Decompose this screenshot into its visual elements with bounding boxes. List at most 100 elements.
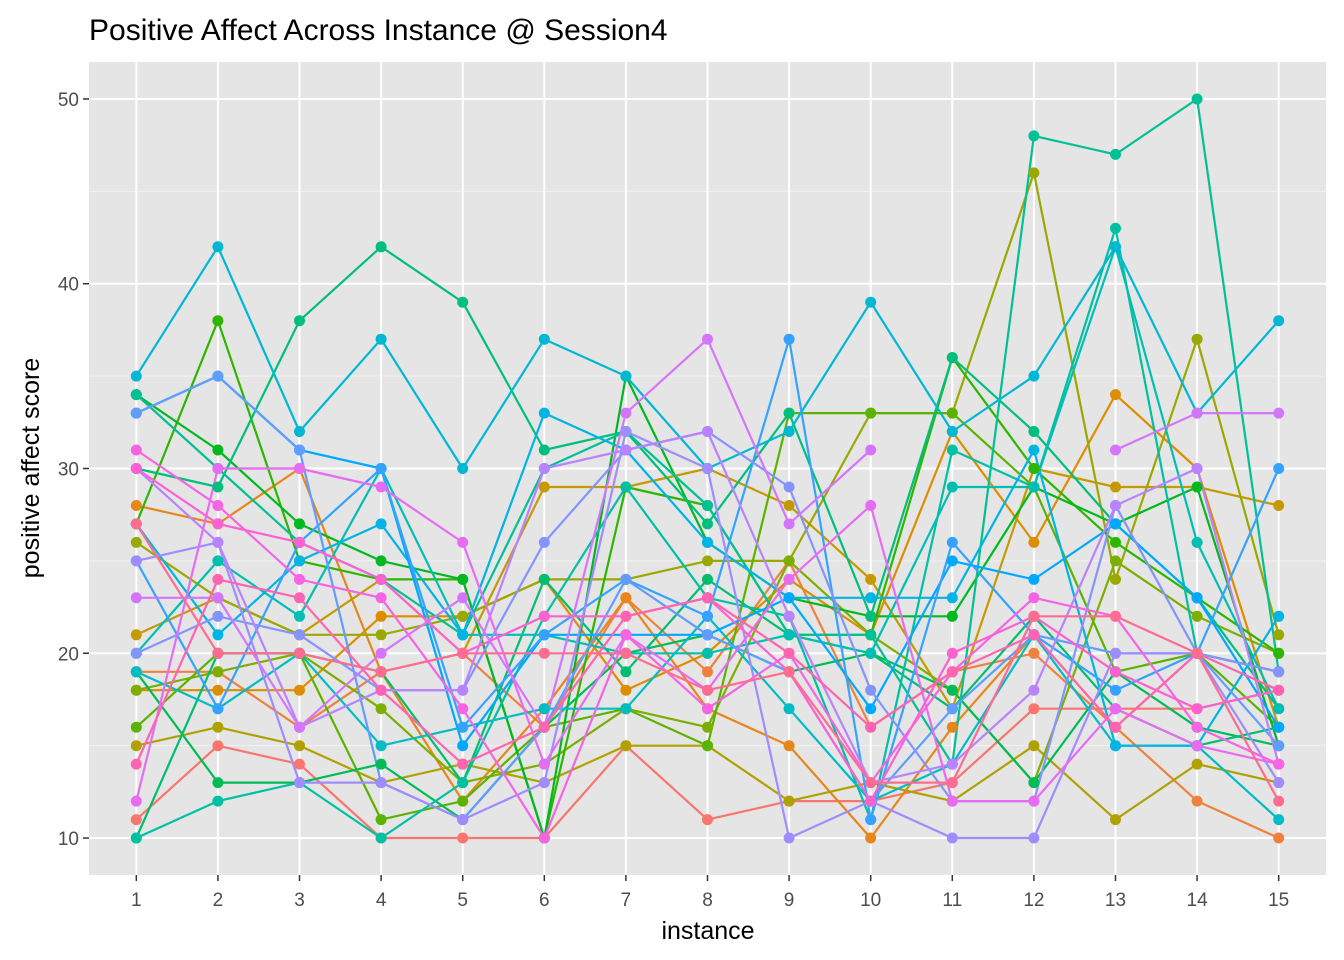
data-point — [702, 536, 713, 548]
data-point — [1273, 758, 1285, 770]
data-point — [620, 573, 632, 585]
data-point — [538, 610, 550, 622]
data-point — [1191, 740, 1203, 752]
data-point — [702, 463, 713, 474]
data-point — [1191, 795, 1203, 807]
data-point — [865, 629, 877, 641]
data-point — [702, 555, 713, 567]
data-point — [212, 463, 224, 474]
data-point — [783, 832, 795, 844]
data-point — [212, 647, 224, 659]
data-point — [702, 629, 713, 641]
data-point — [212, 370, 224, 382]
data-point — [294, 777, 305, 789]
x-tick-label: 1 — [131, 890, 142, 911]
data-point — [702, 426, 713, 437]
data-point — [130, 684, 142, 696]
data-point — [783, 573, 795, 585]
data-point — [1191, 93, 1203, 105]
x-tick-label: 7 — [621, 890, 632, 911]
data-point — [1191, 647, 1203, 659]
data-point — [946, 832, 958, 844]
data-point — [946, 592, 958, 604]
data-point — [457, 573, 469, 585]
data-point — [1273, 721, 1285, 733]
data-point — [130, 666, 142, 678]
x-tick-label: 9 — [784, 890, 795, 911]
data-point — [946, 758, 958, 770]
data-point — [865, 407, 877, 419]
data-point — [702, 610, 713, 622]
data-point — [294, 315, 305, 327]
data-point — [375, 592, 387, 604]
data-point — [783, 647, 795, 659]
data-point — [783, 666, 795, 678]
data-point — [865, 592, 877, 604]
data-point — [783, 407, 795, 419]
data-point — [865, 777, 877, 789]
y-tick-label: 50 — [58, 90, 79, 111]
data-point — [130, 555, 142, 567]
data-point — [212, 573, 224, 585]
x-tick-label: 10 — [860, 890, 881, 911]
data-point — [130, 370, 142, 382]
x-tick-label: 12 — [1023, 890, 1044, 911]
data-point — [375, 518, 387, 530]
data-point — [702, 740, 713, 752]
data-point — [457, 814, 469, 826]
data-point — [620, 370, 632, 382]
data-point — [1273, 666, 1285, 678]
data-point — [1273, 407, 1285, 419]
data-point — [457, 592, 469, 604]
x-tick-label: 13 — [1105, 890, 1126, 911]
data-point — [375, 777, 387, 789]
data-point — [538, 407, 550, 419]
y-tick-label: 30 — [58, 460, 79, 481]
data-point — [130, 832, 142, 844]
data-point — [538, 444, 550, 456]
data-point — [1028, 444, 1040, 456]
data-point — [946, 444, 958, 456]
data-point — [375, 740, 387, 752]
data-point — [865, 795, 877, 807]
data-point — [538, 463, 550, 474]
data-point — [457, 629, 469, 641]
data-point — [538, 536, 550, 548]
y-tick-label: 10 — [58, 829, 79, 850]
data-point — [1191, 407, 1203, 419]
data-point — [130, 758, 142, 770]
y-tick-label: 40 — [58, 275, 79, 296]
data-point — [783, 518, 795, 530]
data-point — [702, 703, 713, 715]
chart-title: Positive Affect Across Instance @ Sessio… — [89, 14, 668, 47]
data-point — [375, 333, 387, 345]
data-point — [130, 721, 142, 733]
data-point — [294, 518, 305, 530]
data-point — [294, 647, 305, 659]
data-point — [1273, 629, 1285, 641]
data-point — [375, 666, 387, 678]
x-tick-label: 2 — [213, 890, 224, 911]
data-point — [375, 832, 387, 844]
y-tick-label: 20 — [58, 644, 79, 665]
data-point — [1191, 721, 1203, 733]
data-point — [457, 703, 469, 715]
data-point — [375, 703, 387, 715]
data-point — [1273, 684, 1285, 696]
data-point — [783, 610, 795, 622]
data-point — [457, 296, 469, 308]
data-point — [375, 629, 387, 641]
data-point — [620, 647, 632, 659]
data-point — [375, 555, 387, 567]
data-point — [946, 610, 958, 622]
data-point — [1110, 518, 1121, 530]
data-point — [783, 500, 795, 511]
data-point — [1191, 592, 1203, 604]
data-point — [783, 795, 795, 807]
data-point — [702, 573, 713, 585]
data-point — [1110, 703, 1121, 715]
data-point — [1273, 647, 1285, 659]
data-point — [375, 241, 387, 253]
data-point — [294, 758, 305, 770]
